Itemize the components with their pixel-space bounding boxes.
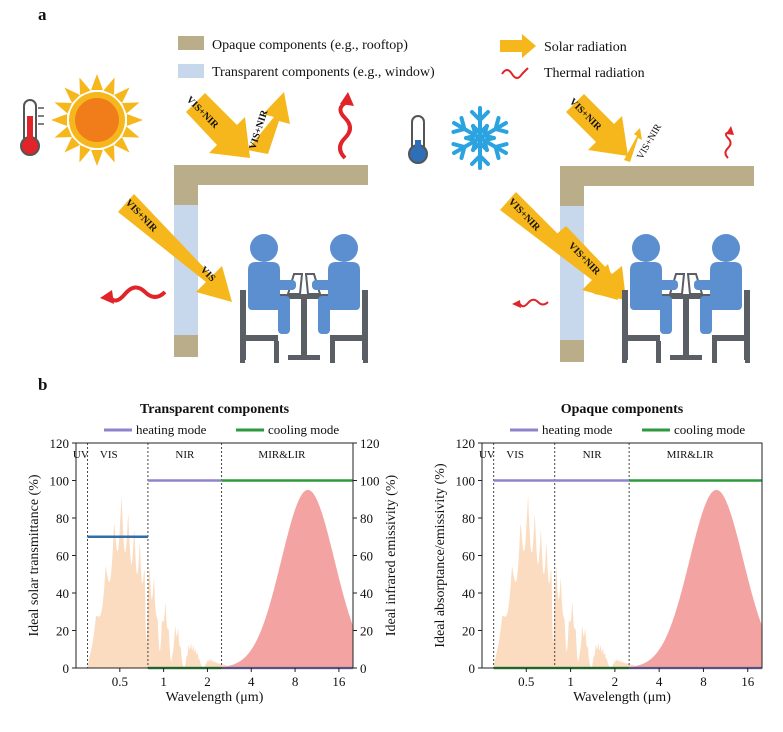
- hot-roof: [174, 165, 368, 185]
- legend-thermal-wave-icon: [501, 67, 529, 79]
- transparent-region-label: NIR: [175, 449, 195, 461]
- transparent-region-label: VIS: [100, 449, 118, 461]
- legend-opaque-label: Opaque components (e.g., rooftop): [212, 38, 408, 53]
- transparent-ytick-label: 100: [50, 474, 70, 489]
- sun-icon: [51, 74, 143, 166]
- hot-thermometer-icon: [20, 99, 44, 156]
- panel-b-label: b: [38, 375, 47, 394]
- legend-transparent-swatch: [178, 64, 204, 78]
- transparent-y2tick-label: 120: [360, 436, 380, 451]
- transparent-xtick-label: 16: [332, 674, 346, 689]
- cold-window-thermal-wave: [519, 298, 549, 308]
- opaque-xlabel: Wavelength (μm): [573, 690, 671, 705]
- chart-transparent: Transparent components heating mode coolin…: [27, 402, 399, 705]
- transparent-ylabel-right: Ideal infrared emissivity (%): [384, 474, 399, 636]
- transparent-legend-cooling-label: cooling mode: [268, 422, 339, 437]
- legend-solar-label: Solar radiation: [544, 40, 627, 55]
- transparent-y2tick-label: 80: [360, 511, 373, 526]
- opaque-ytick-label: 60: [462, 549, 475, 564]
- panel-a-label: a: [38, 5, 47, 24]
- opaque-legend-heating-label: heating mode: [542, 422, 613, 437]
- chart-opaque: Opaque components heating mode cooling mod…: [433, 402, 763, 705]
- opaque-xtick-label: 1: [567, 674, 574, 689]
- transparent-ytick-label: 80: [56, 511, 69, 526]
- cold-roof-reflect-arrow: [624, 128, 642, 162]
- opaque-ytick-label: 40: [462, 586, 475, 601]
- hot-roof-thermal-wave: [338, 100, 352, 160]
- opaque-title: Opaque components: [561, 402, 684, 417]
- opaque-solar-spectrum: [493, 494, 641, 668]
- hot-window-arrow: [118, 194, 232, 302]
- transparent-y2tick-label: 100: [360, 474, 380, 489]
- opaque-region-label: NIR: [583, 449, 603, 461]
- snowflake-icon: [448, 106, 512, 170]
- cold-wall-top: [560, 186, 584, 206]
- opaque-xtick-label: 16: [741, 674, 755, 689]
- opaque-xtick-label: 4: [656, 674, 663, 689]
- opaque-ytick-label: 20: [462, 624, 475, 639]
- hot-wall-bottom: [174, 335, 198, 357]
- transparent-title: Transparent components: [140, 402, 290, 417]
- legend-solar-arrow-icon: [500, 34, 536, 58]
- transparent-ytick-label: 20: [56, 624, 69, 639]
- transparent-xtick-label: 1: [160, 674, 167, 689]
- opaque-ytick-label: 100: [456, 474, 476, 489]
- transparent-xtick-label: 0.5: [112, 674, 128, 689]
- transparent-y2tick-label: 20: [360, 624, 373, 639]
- cold-roof-reflect-label: VIS+NIR: [635, 122, 664, 162]
- opaque-ytick-label: 80: [462, 511, 475, 526]
- opaque-ylabel: Ideal absorptance/emissivity (%): [433, 463, 448, 648]
- hot-window-thermal-wave: [107, 285, 167, 303]
- transparent-ytick-label: 40: [56, 586, 69, 601]
- transparent-region-label: UV: [73, 449, 89, 461]
- transparent-legend-heating-label: heating mode: [136, 422, 207, 437]
- legend-transparent-label: Transparent components (e.g., window): [212, 65, 435, 80]
- hot-wall-top: [174, 185, 198, 205]
- transparent-ytick-label: 0: [63, 661, 70, 676]
- transparent-y2tick-label: 0: [360, 661, 367, 676]
- transparent-xlabel: Wavelength (μm): [166, 690, 264, 705]
- transparent-xtick-label: 8: [292, 674, 299, 689]
- hot-roof-incident-arrow: [186, 93, 250, 158]
- opaque-xtick-label: 0.5: [518, 674, 534, 689]
- transparent-ylabel: Ideal solar transmittance (%): [27, 474, 42, 636]
- legend-opaque-swatch: [178, 36, 204, 50]
- legend-thermal-label: Thermal radiation: [544, 66, 645, 81]
- opaque-region-label: UV: [479, 449, 495, 461]
- transparent-ytick-label: 60: [56, 549, 69, 564]
- transparent-ir-spectrum: [221, 489, 353, 668]
- transparent-solar-spectrum: [87, 494, 234, 668]
- opaque-ytick-label: 120: [456, 436, 476, 451]
- cold-window-arrow-2: [552, 226, 626, 300]
- cold-roof: [560, 166, 754, 186]
- transparent-xtick-label: 2: [204, 674, 211, 689]
- cold-roof-thermal-wave: [724, 131, 732, 159]
- transparent-ytick-label: 120: [50, 436, 70, 451]
- cold-thermometer-icon: [408, 115, 428, 164]
- transparent-xtick-label: 4: [248, 674, 255, 689]
- opaque-ir-spectrum: [629, 489, 762, 668]
- opaque-legend-cooling-label: cooling mode: [674, 422, 745, 437]
- hot-roof-reflect-arrow: [247, 92, 290, 154]
- transparent-y2tick-label: 60: [360, 549, 373, 564]
- cold-wall-bottom: [560, 340, 584, 362]
- opaque-xtick-label: 2: [612, 674, 619, 689]
- cold-scene-people: [622, 234, 750, 363]
- opaque-xtick-label: 8: [700, 674, 707, 689]
- cold-roof-incident-arrow: [566, 94, 628, 156]
- opaque-region-label: MIR&LIR: [667, 449, 715, 461]
- opaque-region-label: VIS: [506, 449, 524, 461]
- transparent-region-label: MIR&LIR: [258, 449, 306, 461]
- opaque-ytick-label: 0: [469, 661, 476, 676]
- hot-scene-people: [240, 234, 368, 363]
- cold-window: [560, 206, 584, 340]
- transparent-y2tick-label: 40: [360, 586, 373, 601]
